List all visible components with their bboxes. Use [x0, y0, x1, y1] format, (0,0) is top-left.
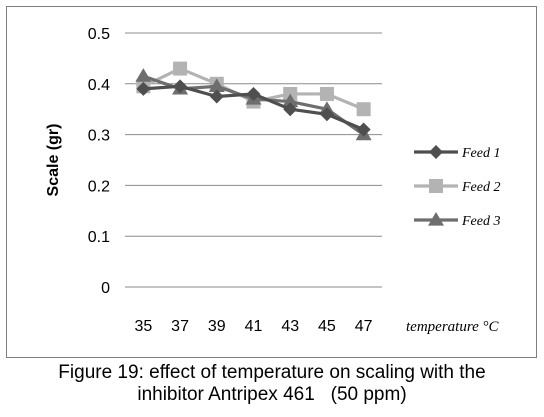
x-tick-label: 47 [355, 318, 373, 335]
data-point [356, 122, 371, 137]
legend-label: Feed 1 [461, 146, 500, 161]
caption-line-1: Figure 19: effect of temperature on scal… [58, 362, 486, 383]
y-tick-label: 0.3 [88, 128, 110, 145]
x-axis-title: temperature °C [406, 319, 500, 335]
caption-line-2: inhibitor Antripex 461 (50 ppm) [137, 384, 407, 405]
x-tick-label: 45 [318, 318, 336, 335]
data-point [136, 81, 151, 96]
data-point [173, 61, 188, 76]
legend-label: Feed 2 [461, 180, 500, 195]
legend-marker [428, 212, 444, 226]
data-point [356, 102, 371, 117]
x-tick-label: 43 [281, 318, 299, 335]
x-tick-label: 37 [171, 318, 189, 335]
data-point [209, 89, 224, 104]
data-point [135, 68, 152, 82]
chart-area [6, 6, 537, 358]
data-point [246, 86, 261, 101]
data-point [208, 78, 225, 92]
data-point [319, 86, 334, 101]
figure-caption: Figure 19: effect of temperature on scal… [0, 362, 544, 406]
x-tick-label: 39 [208, 318, 226, 335]
data-point [173, 79, 188, 94]
y-axis-title: Scale (gr) [45, 124, 62, 197]
legend-marker [429, 145, 443, 159]
x-tick-label: 41 [245, 318, 263, 335]
line-chart: 0 0.1 0.2 0.3 0.4 0.5 35 37 39 41 43 45 47 Scale (gr)… [45, 26, 500, 335]
y-tick-label: 0.1 [88, 229, 110, 246]
legend-label: Feed 3 [461, 214, 500, 229]
y-tick-label: 0 [101, 280, 110, 297]
y-tick-label: 0.5 [88, 26, 110, 43]
data-point [283, 102, 298, 117]
data-point [319, 107, 334, 122]
legend-marker [429, 179, 443, 193]
x-tick-label: 35 [134, 318, 152, 335]
y-tick-label: 0.4 [88, 77, 110, 94]
data-point [282, 93, 299, 108]
y-tick-label: 0.2 [88, 178, 110, 195]
